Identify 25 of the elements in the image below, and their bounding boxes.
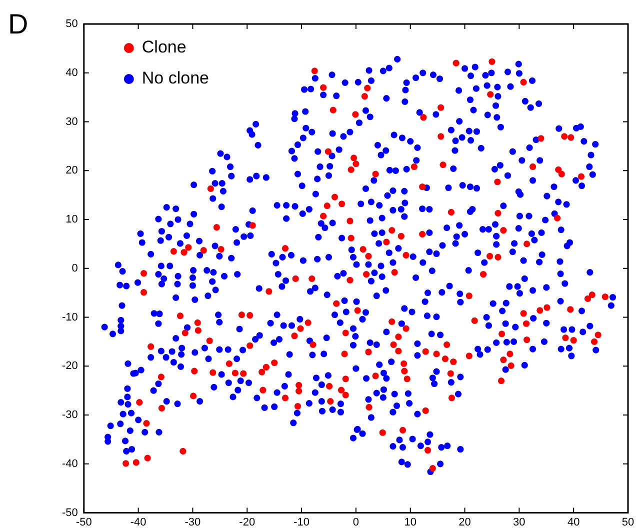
- x-tick-label: 0: [352, 516, 360, 528]
- y-tick-label: 20: [66, 164, 78, 177]
- y-tick-label: -40: [62, 458, 78, 470]
- y-tick-label: 30: [66, 116, 78, 128]
- legend-label: No clone: [142, 68, 210, 88]
- x-tick-label: 20: [458, 516, 471, 528]
- x-tick-label: 30: [513, 516, 526, 528]
- y-tick-label: -30: [62, 409, 78, 422]
- y-tick-label: 40: [66, 66, 78, 79]
- x-tick-label: -20: [239, 516, 256, 528]
- y-tick-label: -10: [62, 311, 78, 324]
- text: D: [8, 8, 28, 40]
- legend-label: Clone: [142, 38, 186, 57]
- y-tick-label: -50: [62, 506, 78, 519]
- x-tick-label: -50: [76, 516, 92, 528]
- x-tick-label: 50: [622, 516, 634, 528]
- x-tick-label: 10: [404, 516, 416, 528]
- x-tick-label: -40: [130, 516, 146, 528]
- x-tick-label: -10: [294, 516, 310, 528]
- y-tick-label: 0: [72, 262, 78, 274]
- x-tick-label: -30: [184, 516, 201, 528]
- y-tick-label: 50: [66, 18, 78, 30]
- x-tick-label: 40: [567, 516, 580, 528]
- y-tick-label: -20: [62, 360, 78, 372]
- y-tick-label: 10: [66, 214, 78, 226]
